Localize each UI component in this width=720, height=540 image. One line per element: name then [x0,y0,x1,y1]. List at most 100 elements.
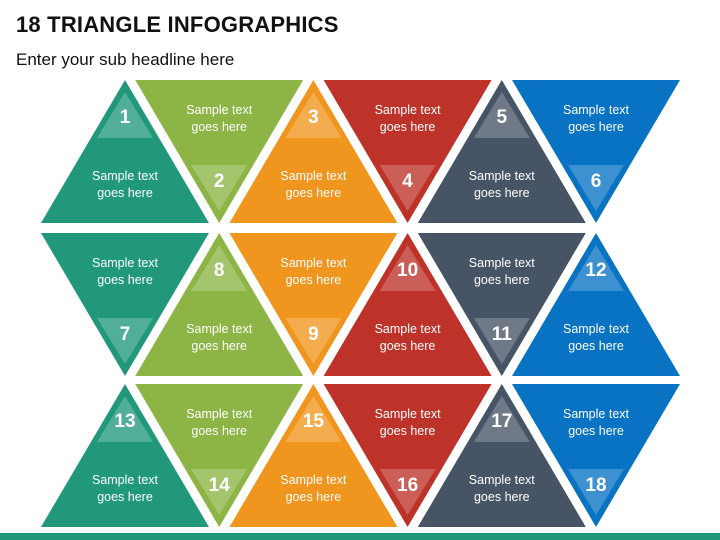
triangle-badge [191,165,248,211]
triangle-15: 15 Sample text goes here [229,384,398,527]
triangle-text-line: goes here [380,339,436,353]
triangle-number: 5 [497,107,508,128]
triangle-text-line: Sample text [375,407,442,421]
triangle-text-line: goes here [191,424,247,438]
triangle-text-line: Sample text [186,407,253,421]
triangle-9: 9 Sample text goes here [229,233,398,376]
triangle-number: 7 [120,324,131,345]
triangle-text-line: Sample text [186,322,253,336]
triangle-text-line: Sample text [563,103,630,117]
triangle-text-line: Sample text [92,169,159,183]
triangle-badge [473,92,530,138]
triangle-shape [135,384,304,527]
triangle-3: 3 Sample text goes here [229,80,398,223]
triangle-number: 1 [120,107,131,128]
triangle-text-line: goes here [97,490,153,504]
triangle-text-line: Sample text [92,473,159,487]
triangle-badge [97,396,153,442]
triangle-text-line: Sample text [375,322,442,336]
triangle-badge [473,318,530,364]
triangle-badge [379,165,436,211]
page-subtitle: Enter your sub headline here [16,50,235,69]
triangle-number: 2 [214,171,225,192]
triangle-14: 14 Sample text goes here [135,384,304,527]
triangle-text-line: Sample text [469,473,536,487]
triangle-number: 9 [308,324,319,345]
triangle-text-line: Sample text [186,103,253,117]
triangle-text-line: goes here [97,273,153,287]
triangle-10: 10 Sample text goes here [323,233,492,376]
triangle-badge [191,245,248,291]
triangle-number: 16 [397,475,418,496]
triangle-text-line: goes here [568,424,624,438]
triangle-text-line: goes here [380,120,436,134]
triangle-badge [568,469,624,515]
triangle-shape [41,233,209,376]
triangle-text-line: Sample text [280,169,347,183]
triangle-text-line: Sample text [375,103,442,117]
triangle-badge [473,396,530,442]
triangle-5: 5 Sample text goes here [417,80,586,223]
triangle-16: 16 Sample text goes here [323,384,492,527]
triangle-shape [512,233,680,376]
triangle-badge [379,469,436,515]
triangle-shape [417,384,586,527]
triangle-13: 13 Sample text goes here [41,384,209,527]
triangle-6: 6 Sample text goes here [512,80,680,223]
triangle-text-line: goes here [568,120,624,134]
triangle-text-line: goes here [474,273,530,287]
triangle-shape [41,384,209,527]
bottom-accent-bar [0,533,720,540]
triangle-shape [41,80,209,223]
triangle-shape [229,80,398,223]
triangle-text-line: goes here [380,424,436,438]
triangle-1: 1 Sample text goes here [41,80,209,223]
triangle-text-line: Sample text [563,407,630,421]
triangle-shape [135,233,304,376]
triangle-text-line: goes here [97,186,153,200]
triangle-badge [285,396,342,442]
triangle-number: 11 [492,324,513,345]
triangle-shape [417,233,586,376]
triangle-8: 8 Sample text goes here [135,233,304,376]
triangle-text-line: goes here [286,490,342,504]
triangle-text-line: goes here [474,490,530,504]
triangle-text-line: goes here [286,186,342,200]
triangle-17: 17 Sample text goes here [417,384,586,527]
triangle-number: 18 [585,475,606,496]
triangle-badge [97,92,153,138]
triangle-text-line: Sample text [469,256,536,270]
triangle-number: 17 [491,411,512,432]
triangle-number: 8 [214,260,225,281]
triangle-badge [285,92,342,138]
triangle-shape [135,80,304,223]
triangle-badge [568,245,624,291]
triangle-shape [323,384,492,527]
triangle-shape [512,384,680,527]
triangle-shape [417,80,586,223]
triangle-2: 2 Sample text goes here [135,80,304,223]
triangle-number: 13 [114,411,135,432]
triangle-18: 18 Sample text goes here [512,384,680,527]
triangle-badge [191,469,248,515]
triangle-text-line: goes here [568,339,624,353]
triangle-text-line: Sample text [92,256,159,270]
triangle-shape [512,80,680,223]
triangle-badge [97,318,153,364]
triangle-badge [568,165,624,211]
triangle-number: 3 [308,107,319,128]
triangle-badge [285,318,342,364]
triangle-number: 6 [591,171,602,192]
triangle-number: 12 [585,260,606,281]
triangle-12: 12 Sample text goes here [512,233,680,376]
triangle-number: 14 [209,475,231,496]
triangle-text-line: Sample text [280,473,347,487]
triangle-text-line: goes here [286,273,342,287]
triangle-shape [229,233,398,376]
triangle-text-line: Sample text [563,322,630,336]
triangle-shape [229,384,398,527]
triangle-badge [379,245,436,291]
triangle-number: 15 [303,411,325,432]
triangle-text-line: goes here [191,120,247,134]
